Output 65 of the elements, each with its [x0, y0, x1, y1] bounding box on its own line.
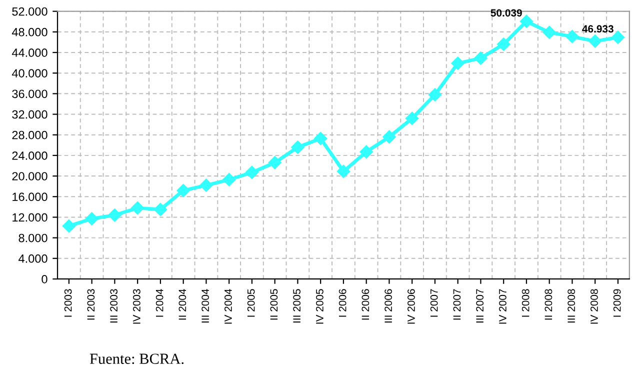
point — [566, 30, 579, 44]
x-tick-label: III 2008 — [568, 289, 576, 322]
point — [222, 173, 236, 186]
y-tick-label: 48.000 — [12, 28, 48, 36]
point — [268, 156, 282, 170]
x-tick-label: IV 2005 — [316, 289, 324, 324]
point — [497, 38, 510, 51]
y-tick-label: 20.000 — [12, 172, 48, 180]
x-tick-label: II 2007 — [453, 289, 461, 320]
x-tick-label: I 2005 — [247, 289, 255, 317]
x-tick-label: IV 2007 — [499, 289, 506, 324]
point — [154, 202, 168, 216]
x-tick-label: III 2007 — [476, 289, 484, 322]
y-tick-label: 32.000 — [12, 110, 48, 119]
x-tick-label: II 2005 — [270, 289, 278, 320]
x-tick-label: I 2009 — [613, 289, 621, 317]
x-tick-label: IV 2004 — [224, 289, 232, 324]
x-tick-label: III 2003 — [110, 289, 118, 322]
y-tick-label: 36.000 — [12, 90, 48, 98]
point — [474, 52, 488, 65]
point — [406, 112, 419, 125]
x-tick-label: IV 2003 — [132, 289, 140, 324]
x-tick-label: II 2008 — [544, 289, 552, 320]
x-tick-label: I 2008 — [522, 289, 530, 317]
point — [542, 26, 556, 39]
x-tick-label: I 2004 — [156, 289, 164, 317]
point — [62, 219, 76, 233]
point — [200, 178, 213, 192]
x-tick-label: I 2006 — [338, 289, 346, 317]
data-label: 46.933 — [582, 25, 614, 33]
point — [382, 130, 396, 144]
y-tick-label: 12.000 — [12, 213, 48, 222]
y-tick-label: 52.000 — [12, 7, 48, 16]
point — [428, 88, 442, 102]
x-tick-label: III 2004 — [202, 289, 209, 322]
point — [360, 145, 373, 158]
y-tick-label: 44.000 — [12, 48, 48, 57]
x-tick-label: I 2003 — [64, 289, 72, 317]
point — [314, 132, 328, 146]
y-tick-label: 8.000 — [18, 234, 48, 242]
data-label: 50.039 — [490, 9, 522, 17]
y-tick-label: 16.000 — [12, 192, 48, 202]
point — [85, 212, 98, 226]
y-tick-label: 24.000 — [12, 151, 48, 160]
point — [176, 184, 190, 198]
point — [130, 201, 144, 215]
x-tick-label: II 2003 — [87, 289, 95, 320]
x-tick-label: I 2007 — [430, 289, 438, 317]
point — [108, 208, 122, 222]
x-tick-label: IV 2006 — [408, 289, 415, 324]
x-tick-label: II 2006 — [362, 289, 370, 320]
y-tick-label: 28.000 — [12, 130, 48, 140]
source-note: Fuente: BCRA. — [90, 354, 184, 364]
y-tick-label: 4.000 — [18, 254, 48, 263]
y-tick-label: 0 — [42, 275, 48, 284]
point — [588, 34, 602, 48]
x-tick-label: III 2005 — [293, 289, 301, 322]
point — [291, 140, 304, 154]
x-tick-label: III 2006 — [384, 289, 392, 322]
x-tick-label: II 2004 — [178, 289, 186, 320]
point — [336, 164, 350, 178]
point — [245, 166, 259, 180]
point — [451, 56, 464, 70]
y-tick-label: 40.000 — [12, 69, 48, 78]
x-tick-label: IV 2008 — [590, 289, 598, 324]
